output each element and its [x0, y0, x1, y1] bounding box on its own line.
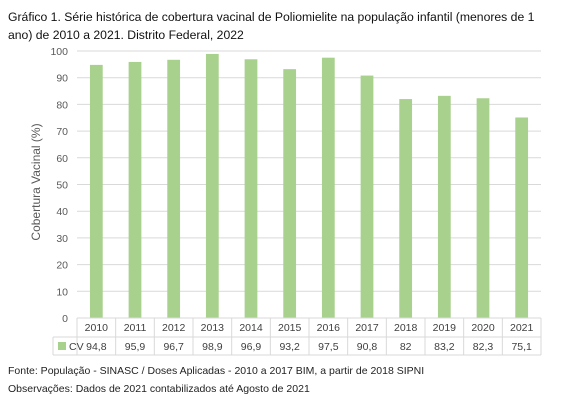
y-tick-label: 70 [56, 126, 68, 138]
x-tick-label: 2013 [201, 322, 225, 334]
x-tick-label: 2010 [85, 322, 109, 334]
data-label: 83,2 [434, 341, 455, 353]
data-label: 97,5 [318, 341, 339, 353]
y-axis-ticks: 0 10 20 30 40 50 60 70 80 90 100 [50, 46, 68, 325]
bar [167, 59, 181, 318]
x-tick-label: 2020 [471, 322, 495, 334]
x-tick-label: 2015 [278, 322, 302, 334]
data-label: 96,7 [163, 341, 184, 353]
data-table: 2010 94,8 2011 95,9 2012 96,7 2013 98,9 2014 96,9… [52, 317, 542, 356]
bar [399, 99, 413, 318]
data-label: 94,8 [86, 341, 107, 353]
data-label: 95,9 [125, 341, 146, 353]
source-note: Fonte: População - SINASC / Doses Aplica… [8, 365, 425, 377]
y-tick-label: 30 [56, 233, 68, 245]
y-tick-label: 80 [56, 99, 68, 111]
legend-swatch [58, 342, 66, 350]
observation-note: Observações: Dados de 2021 contabilizado… [8, 383, 310, 395]
x-tick-label: 2021 [510, 322, 534, 334]
x-tick-label: 2014 [239, 322, 263, 334]
chart-title: Gráfico 1. Série histórica de cobertura … [8, 10, 535, 42]
legend-label: CV [69, 341, 84, 353]
data-label: 96,9 [241, 341, 262, 353]
bar [476, 98, 490, 318]
bar [437, 95, 451, 318]
bar [360, 75, 374, 319]
y-tick-label: 10 [56, 286, 68, 298]
bars [89, 53, 529, 319]
bar [283, 69, 297, 318]
x-tick-label: 2017 [355, 322, 379, 334]
y-axis-label: Cobertura Vacinal (%) [29, 123, 43, 240]
y-tick-label: 20 [56, 260, 68, 272]
y-tick-label: 0 [62, 313, 68, 325]
y-tick-label: 90 [56, 73, 68, 85]
y-tick-label: 60 [56, 153, 68, 165]
data-label: 75,1 [511, 341, 532, 353]
data-label: 82,3 [473, 341, 494, 353]
bar [128, 61, 142, 319]
x-tick-label: 2019 [433, 322, 457, 334]
y-tick-label: 50 [56, 180, 68, 192]
y-tick-label: 40 [56, 206, 68, 218]
gridlines [77, 50, 541, 319]
bar [515, 117, 529, 318]
bar [205, 53, 219, 318]
data-label: 90,8 [357, 341, 378, 353]
x-tick-label: 2012 [162, 322, 186, 334]
bar [244, 59, 258, 318]
x-tick-label: 2011 [124, 322, 147, 334]
data-label: 98,9 [202, 341, 223, 353]
x-tick-label: 2016 [317, 322, 341, 334]
bar [321, 57, 335, 319]
bar [89, 64, 103, 318]
y-tick-label: 100 [50, 46, 68, 58]
x-tick-label: 2018 [394, 322, 418, 334]
data-label: 93,2 [279, 341, 300, 353]
data-label: 82 [400, 341, 412, 353]
